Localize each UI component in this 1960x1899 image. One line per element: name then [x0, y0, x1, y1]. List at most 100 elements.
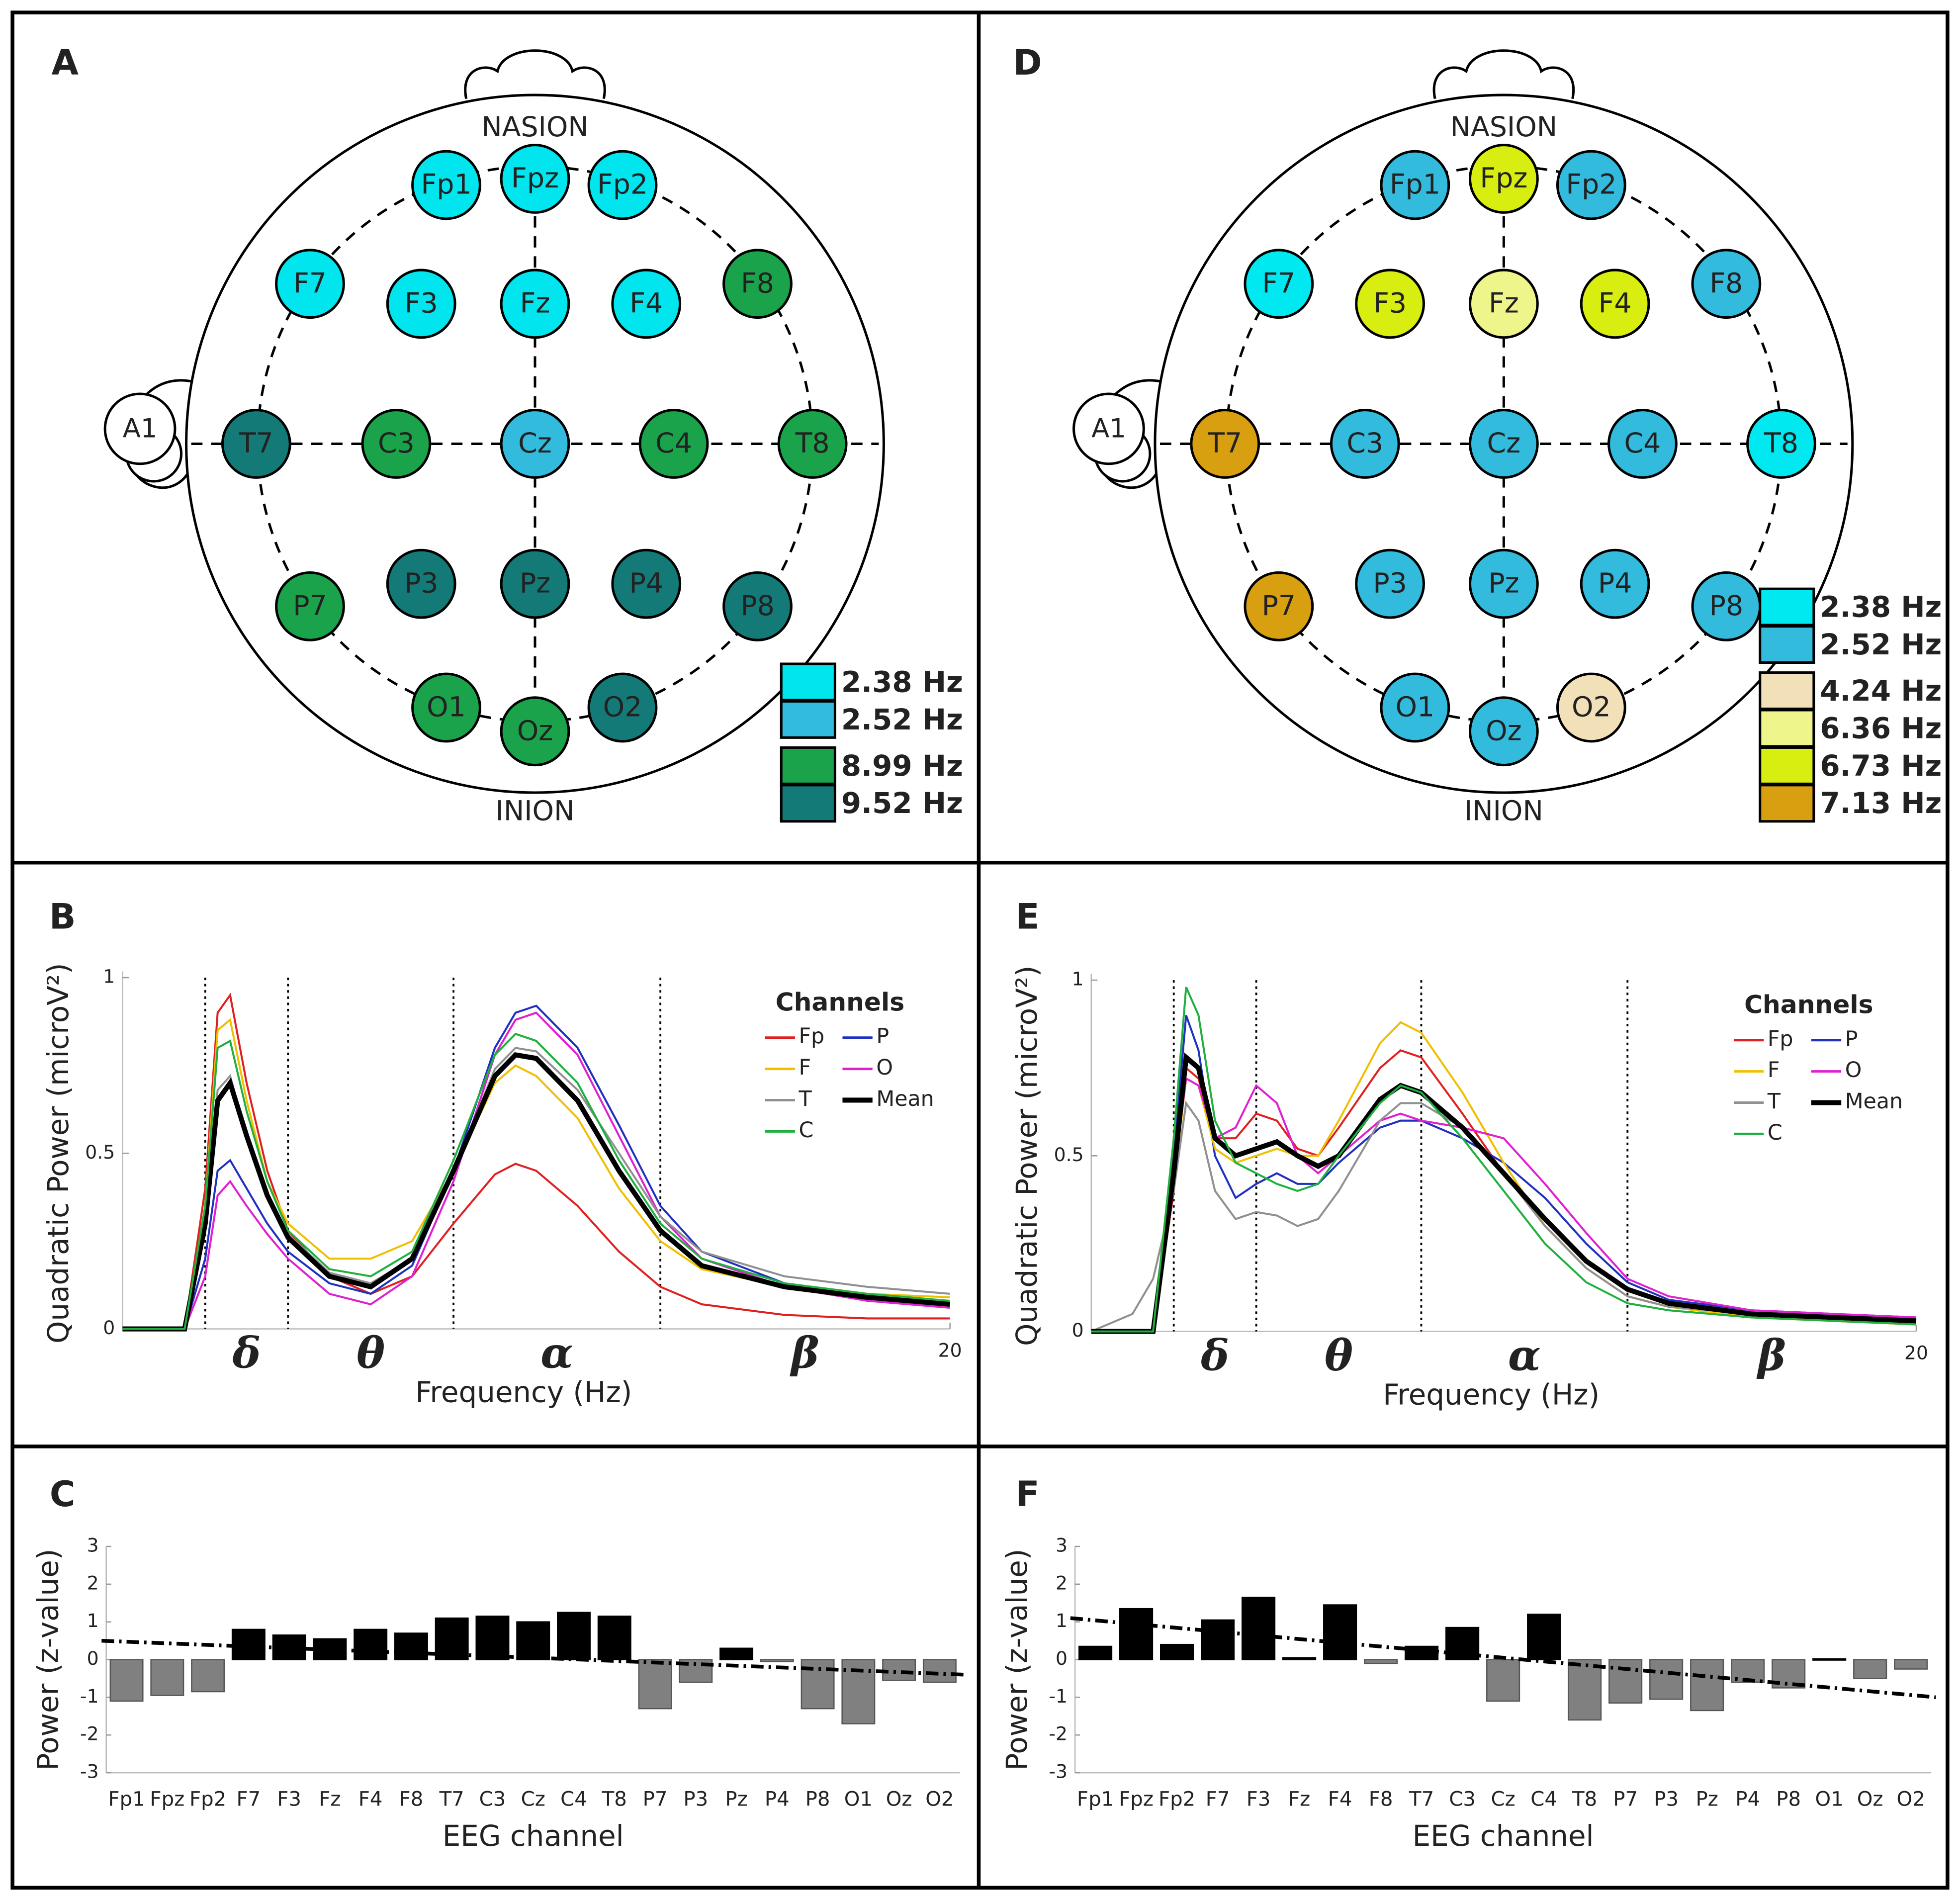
bar — [354, 1628, 388, 1660]
electrode-label: F4 — [629, 288, 663, 320]
x-tick-label: O1 — [1815, 1788, 1844, 1810]
y-tick-label: 0 — [103, 1317, 115, 1339]
electrode-label: F8 — [741, 268, 774, 299]
y-tick-label: 0 — [1056, 1647, 1068, 1669]
electrode — [1355, 269, 1425, 339]
legend-label: Mean — [1845, 1089, 1903, 1114]
electrode — [1468, 409, 1539, 479]
y-tick-label: -3 — [80, 1761, 99, 1783]
panel-letter: B — [49, 896, 76, 937]
electrode-label: Fp2 — [597, 169, 648, 201]
x-tick-label: Pz — [1695, 1788, 1718, 1810]
bar — [1690, 1659, 1724, 1712]
inion-label: INION — [496, 795, 575, 827]
y-tick-label: 2 — [87, 1572, 99, 1594]
nasion-label: NASION — [1450, 111, 1557, 143]
panel-letter: A — [51, 42, 79, 83]
electrode-label: Fpz — [1480, 163, 1527, 194]
trend-line — [1070, 1616, 1936, 1700]
x-tick-label: Fpz — [150, 1788, 184, 1810]
series-line — [1090, 1100, 1917, 1333]
band-label: θ — [356, 1328, 385, 1378]
band-label: α — [540, 1328, 573, 1378]
bar — [1894, 1659, 1928, 1670]
y-tick-label: 1 — [1072, 968, 1084, 990]
electrode — [611, 269, 682, 339]
y-axis-label: Power (z-value) — [1000, 1549, 1034, 1771]
bar — [719, 1647, 754, 1660]
electrode — [1244, 571, 1314, 641]
bar — [1201, 1619, 1235, 1660]
y-tick-label: -1 — [1049, 1685, 1068, 1707]
electrode — [1691, 249, 1762, 319]
x-tick-label: F7 — [1206, 1788, 1230, 1810]
bar — [109, 1659, 144, 1702]
electrode-label: Oz — [517, 715, 553, 747]
x-tick-label: C4 — [1530, 1788, 1557, 1810]
x-tick-label: F8 — [399, 1788, 424, 1810]
x-tick-label: 20 — [1904, 1342, 1928, 1363]
x-tick-label: Fp2 — [1158, 1788, 1195, 1810]
electrode-label: F8 — [1709, 268, 1743, 299]
electrode-label: T8 — [795, 428, 830, 459]
bar — [1323, 1604, 1357, 1660]
y-tick-label: 1 — [103, 966, 115, 988]
electrode-label: O2 — [1572, 692, 1611, 723]
electrode — [500, 409, 570, 479]
electrode — [587, 672, 658, 743]
legend-label: C — [799, 1118, 813, 1143]
legend-label: P — [1845, 1026, 1858, 1051]
electrode-label: Fp1 — [1390, 169, 1440, 201]
bar — [1649, 1659, 1684, 1700]
nose — [1432, 49, 1575, 99]
electrode — [275, 571, 345, 641]
electrode-label: O1 — [1396, 692, 1435, 723]
x-tick-label: F3 — [277, 1788, 301, 1810]
legend-label: 7.13 Hz — [1820, 786, 1942, 820]
y-axis-label: Quadratic Power (microV²) — [41, 963, 75, 1344]
electrode — [386, 548, 456, 619]
electrode — [1556, 150, 1626, 220]
legend-swatch — [780, 662, 836, 702]
x-tick-label: F4 — [1328, 1788, 1352, 1810]
legend-label: P — [876, 1024, 889, 1049]
electrode-label: P3 — [1373, 568, 1407, 600]
panel-letter: D — [1013, 42, 1042, 83]
x-tick-label: F8 — [1369, 1788, 1393, 1810]
x-tick-label: T8 — [602, 1788, 627, 1810]
bar — [1364, 1659, 1398, 1664]
y-tick-label: -2 — [1049, 1723, 1068, 1745]
x-tick-label: Oz — [1857, 1788, 1883, 1810]
electrode — [1330, 409, 1400, 479]
electrode-label: O1 — [427, 692, 466, 723]
reference-electrode — [103, 392, 177, 465]
bar — [516, 1621, 550, 1660]
electrode — [221, 409, 291, 479]
electrode-label: P7 — [1262, 590, 1296, 622]
x-tick-label: C4 — [560, 1788, 587, 1810]
y-tick-label: 1 — [1056, 1610, 1068, 1631]
y-axis-label: Quadratic Power (microV²) — [1010, 966, 1044, 1346]
electrode — [1380, 672, 1450, 743]
electrode — [722, 249, 793, 319]
bar — [597, 1616, 631, 1660]
bar — [1242, 1597, 1276, 1660]
panel-letter: C — [50, 1474, 76, 1515]
electrode-label: Oz — [1486, 715, 1522, 747]
series-line — [122, 1032, 950, 1330]
x-tick-label: P8 — [805, 1788, 830, 1810]
x-tick-label: C3 — [479, 1788, 506, 1810]
electrode — [500, 548, 570, 619]
x-axis-label: Frequency (Hz) — [1383, 1377, 1600, 1411]
electrode-label: T8 — [1764, 428, 1798, 459]
electrode — [500, 269, 570, 339]
series-line — [1091, 1015, 1917, 1333]
electrode — [1468, 696, 1539, 767]
x-tick-label: P3 — [1654, 1788, 1679, 1810]
band-label: β — [1756, 1331, 1786, 1380]
panel-letter: F — [1015, 1474, 1039, 1515]
legend-label: 2.38 Hz — [1820, 590, 1942, 624]
legend-title: Channels — [1744, 990, 1873, 1019]
